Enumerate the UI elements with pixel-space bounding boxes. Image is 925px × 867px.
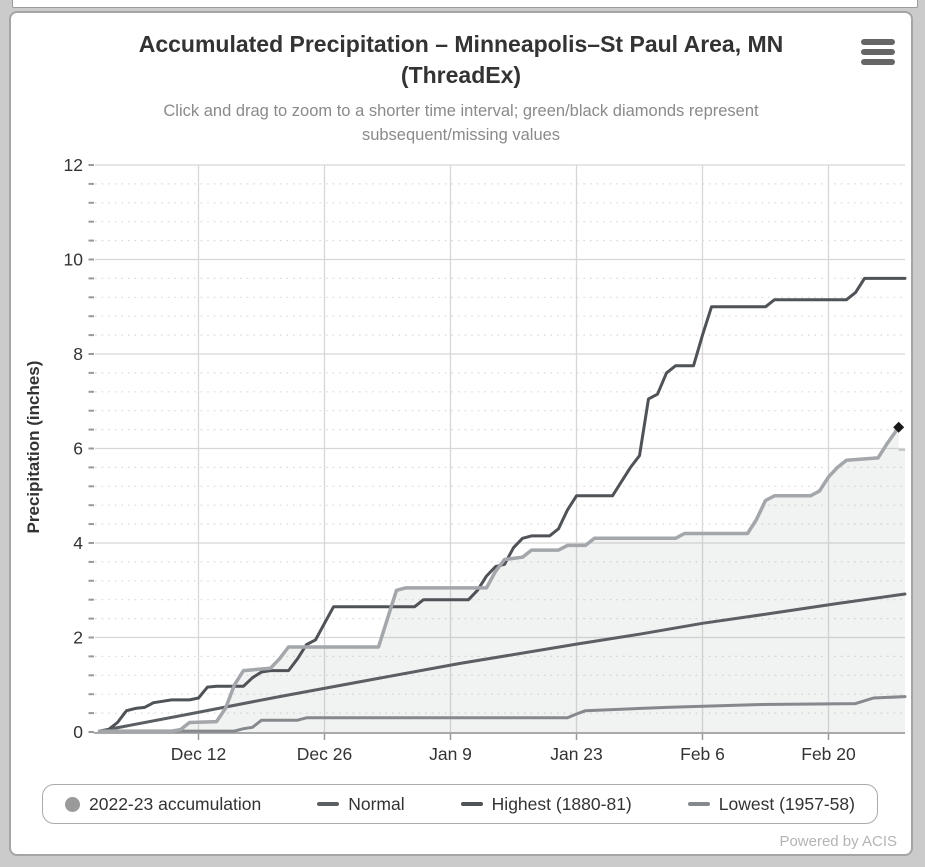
legend-item-normal[interactable]: Normal — [317, 793, 405, 815]
x-tick-label: Dec 26 — [297, 744, 352, 764]
line-marker-icon — [317, 802, 340, 806]
y-tick-label: 2 — [73, 628, 83, 648]
line-marker-icon — [687, 802, 710, 806]
chart-context-menu-button[interactable] — [861, 39, 895, 65]
legend-label: Highest (1880-81) — [491, 793, 632, 814]
y-tick-label: 12 — [64, 155, 83, 175]
legend-label: 2022-23 accumulation — [89, 793, 262, 814]
hamburger-icon — [861, 59, 895, 65]
legend-label: Normal — [348, 793, 405, 814]
x-tick-label: Feb 20 — [801, 744, 856, 764]
x-tick-label: Feb 6 — [680, 744, 725, 764]
chart-title-line2: (ThreadEx) — [400, 62, 522, 88]
y-tick-label: 0 — [73, 722, 83, 742]
series-line-highest[interactable] — [98, 276, 907, 733]
chart-title-line1: Accumulated Precipitation – Minneapolis–… — [138, 31, 784, 57]
x-tick-label: Dec 12 — [171, 744, 226, 764]
legend-label: Lowest (1957-58) — [718, 793, 855, 814]
x-tick-label: Jan 9 — [429, 744, 472, 764]
x-tick-label: Jan 23 — [550, 744, 603, 764]
missing-value-diamond-marker[interactable] — [893, 421, 905, 433]
chart-subtitle: Click and drag to zoom to a shorter time… — [11, 99, 911, 147]
circle-marker-icon — [65, 796, 80, 812]
chart-subtitle-line1: Click and drag to zoom to a shorter time… — [163, 102, 759, 120]
y-tick-label: 8 — [73, 344, 83, 364]
line-marker-icon — [460, 802, 483, 806]
y-tick-label: 10 — [64, 250, 84, 270]
chart-subtitle-line2: subsequent/missing values — [361, 126, 561, 144]
chart-title: Accumulated Precipitation – Minneapolis–… — [11, 29, 911, 91]
partial-panel-above — [12, 0, 918, 8]
hamburger-icon — [861, 49, 895, 55]
y-tick-label: 4 — [73, 533, 83, 553]
series-line-lowest[interactable] — [98, 695, 907, 733]
series-line-accumulation[interactable] — [97, 425, 901, 733]
legend-item-accumulation[interactable]: 2022-23 accumulation — [65, 794, 261, 815]
y-tick-label: 6 — [73, 439, 83, 459]
chart-panel: Accumulated Precipitation – Minneapolis–… — [9, 11, 913, 856]
legend-item-lowest[interactable]: Lowest (1957-58) — [687, 793, 855, 815]
series-line-normal[interactable] — [98, 592, 907, 733]
legend-item-highest[interactable]: Highest (1880-81) — [460, 793, 632, 815]
plot-svg: Dec 12 Dec 26 Jan 9 Jan 23 Feb 6 Feb 20 0 2 4 6 8 1… — [64, 155, 907, 764]
powered-by-credit[interactable]: Powered by ACIS — [779, 833, 897, 850]
legend: 2022-23 accumulation Normal Highest (188… — [42, 784, 878, 824]
hamburger-icon — [861, 39, 895, 45]
